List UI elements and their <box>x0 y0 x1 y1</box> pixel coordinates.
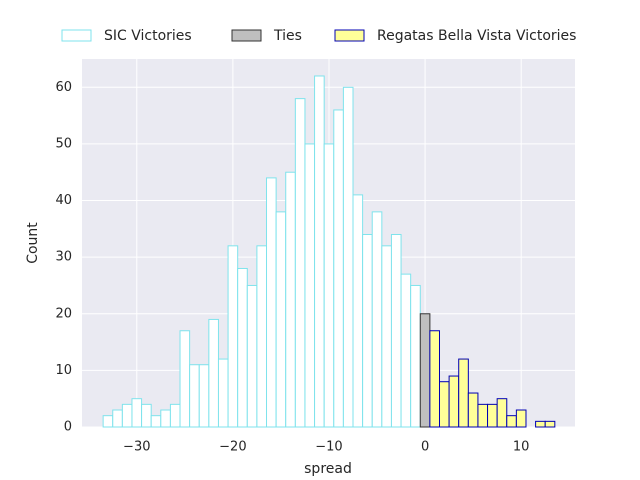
y-tick-label: 40 <box>55 193 72 208</box>
legend-label: Regatas Bella Vista Victories <box>377 28 576 44</box>
bar <box>458 358 469 428</box>
bar <box>410 284 421 428</box>
bar <box>285 171 296 428</box>
x-axis-label: spread <box>304 461 352 477</box>
bar <box>169 403 181 428</box>
bar <box>179 330 191 428</box>
y-tick-label: 60 <box>55 80 72 95</box>
x-tick-label: −10 <box>315 440 342 455</box>
bar <box>371 211 383 428</box>
bar <box>246 284 258 428</box>
bar <box>506 415 517 428</box>
y-tick-label: 0 <box>64 420 72 435</box>
legend: SIC Victories Ties Regatas Bella Vista Vic… <box>61 28 576 44</box>
bar <box>333 109 344 428</box>
bar <box>400 273 412 428</box>
bar <box>275 211 287 428</box>
bar <box>131 398 143 428</box>
y-tick-label: 50 <box>55 136 72 151</box>
bar <box>467 392 479 428</box>
bar <box>362 234 373 428</box>
labels: 0 10 20 30 40 50 60 −30 −20 −10 0 10 <box>55 80 529 455</box>
bar <box>256 245 268 428</box>
bar <box>390 234 402 428</box>
x-tick-label: −20 <box>219 440 246 455</box>
bar <box>323 143 335 428</box>
bar <box>227 245 239 428</box>
x-tick-label: 0 <box>421 440 429 455</box>
bar <box>237 267 248 428</box>
bar <box>342 86 354 428</box>
bar <box>150 415 162 428</box>
bar <box>294 98 306 428</box>
legend-swatch <box>61 29 92 42</box>
bar <box>102 415 114 428</box>
bar <box>160 409 171 428</box>
bar <box>314 75 325 428</box>
legend-label: SIC Victories <box>104 28 192 44</box>
bar <box>381 245 392 428</box>
bar <box>208 318 219 428</box>
bar <box>438 381 450 428</box>
bars <box>102 75 556 428</box>
bar <box>141 403 152 428</box>
x-tick-label: −30 <box>123 440 150 455</box>
y-axis-label: Count <box>25 222 41 264</box>
legend-swatch <box>334 29 365 42</box>
bar <box>515 409 527 428</box>
bar <box>496 398 508 428</box>
y-tick-label: 10 <box>55 363 72 378</box>
bar <box>121 403 133 428</box>
bar <box>352 194 364 428</box>
bar <box>448 375 460 428</box>
bar <box>477 403 489 428</box>
bar <box>535 420 546 428</box>
legend-label: Ties <box>273 28 302 44</box>
bar <box>189 364 200 428</box>
bar <box>419 313 431 428</box>
bar <box>217 358 229 428</box>
bar <box>266 177 277 428</box>
bar <box>429 330 440 428</box>
y-tick-label: 30 <box>55 250 72 265</box>
legend-swatch <box>231 29 262 42</box>
bar <box>487 403 498 428</box>
bar <box>304 143 316 428</box>
bar <box>198 364 210 428</box>
bar <box>112 409 123 428</box>
x-tick-label: 10 <box>513 440 530 455</box>
y-tick-label: 20 <box>55 306 72 321</box>
bar <box>544 420 556 428</box>
